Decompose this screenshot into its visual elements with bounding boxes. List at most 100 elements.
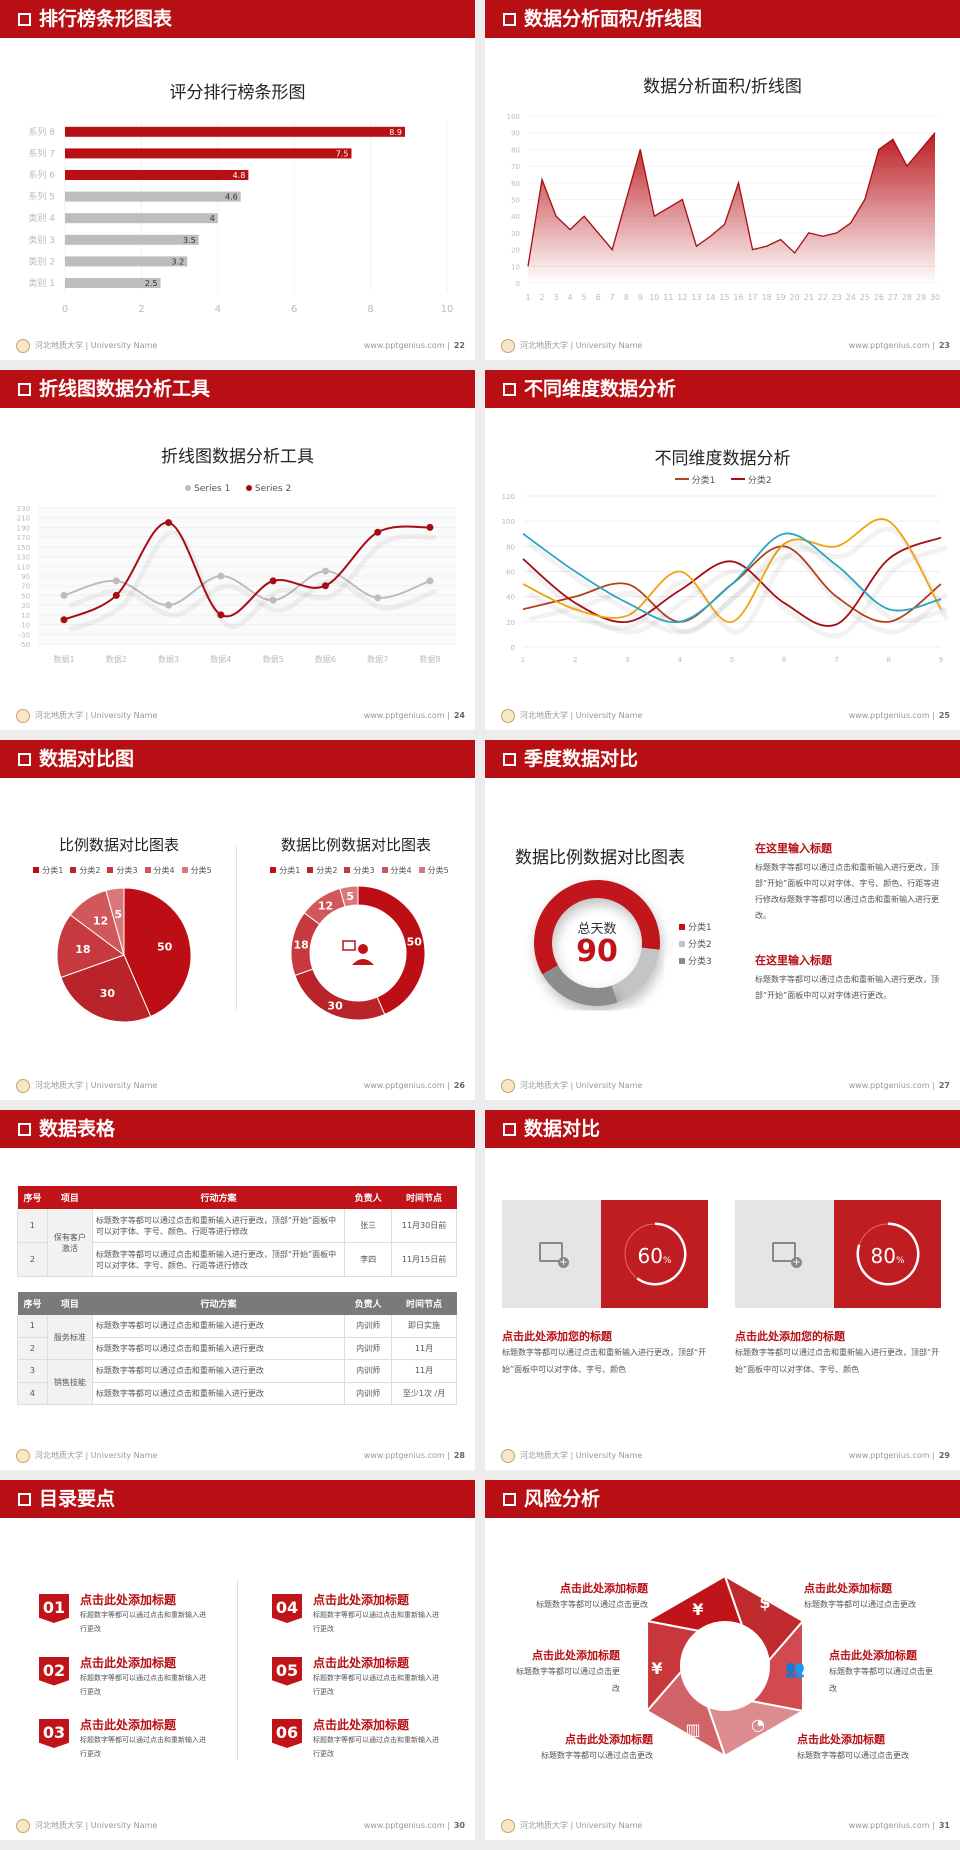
slide-title: 数据表格 (39, 1118, 116, 1140)
y-tick-label: 10 (511, 263, 520, 271)
page-number: 28 (453, 1451, 465, 1460)
x-tick-label: 16 (733, 293, 743, 302)
data-point (269, 596, 277, 604)
data-point (374, 528, 382, 536)
toc-item[interactable]: 点击此处添加标题 标题数字等都可以通过点击和重新输入进行更改 (80, 1591, 210, 1636)
legend-item[interactable]: 分类3 (100, 866, 138, 875)
x-tick-label: 11 (663, 293, 673, 302)
table-row[interactable]: 1 保有客户激活 标题数字等都可以通过点击和重新输入进行更改，顶部“开始”面板中可以… (17, 1208, 457, 1277)
risk-item[interactable]: 点击此处添加标题 标题数字等都可以通过点击更改 (515, 1647, 620, 1697)
checkbox-square-icon (18, 383, 31, 396)
slide-footer: 河北地质大学 | University Name www.pptgenius.co… (501, 338, 950, 354)
legend-item[interactable]: 分类2 (63, 866, 100, 875)
compare-title: 点击此处添加您的标题 (735, 1330, 845, 1343)
legend-item[interactable]: 分类1 (26, 866, 63, 875)
legend-label: 分类1 (688, 923, 712, 933)
column-header: 序号 (23, 1299, 42, 1310)
column-header: 项目 (60, 1193, 79, 1204)
data-point (112, 577, 120, 585)
legend-item[interactable]: Series 2 (239, 484, 291, 494)
x-tick-label: 15 (719, 293, 729, 302)
presenter-icon (342, 940, 356, 951)
series-line (522, 536, 942, 627)
bar (65, 126, 405, 137)
legend-item[interactable]: 分类2 (300, 866, 337, 875)
footer-school: 河北地质大学 | University Name (520, 1081, 643, 1090)
toc-item[interactable]: 点击此处添加标题 标题数字等都可以通过点击和重新输入进行更改 (313, 1591, 443, 1636)
legend-item[interactable]: 分类3 (337, 866, 375, 875)
bar (65, 278, 161, 288)
slice-label: 50 (407, 935, 423, 948)
legend-item[interactable]: 分类2 (724, 476, 772, 486)
chart-title: 评分排行榜条形图 (169, 83, 306, 103)
legend-item[interactable]: Series 1 (178, 484, 230, 494)
x-tick-label: 2 (138, 304, 144, 315)
slide-7[interactable]: 数据表格 河北地质大学 | University Name www.pptgeni… (0, 1110, 475, 1470)
legend-item[interactable]: 分类3 (679, 954, 712, 971)
image-placeholder[interactable]: + (502, 1200, 601, 1308)
legend-item[interactable]: 分类1 (263, 866, 300, 875)
x-tick-label: 4 (568, 293, 573, 302)
slide-header: 折线图数据分析工具 (0, 370, 475, 408)
bar (65, 256, 188, 267)
slide-3[interactable]: 折线图数据分析工具 河北地质大学 | University Name www.pp… (0, 370, 475, 730)
area-line (527, 132, 936, 267)
slide-4[interactable]: 不同维度数据分析 河北地质大学 | University Name www.ppt… (485, 370, 960, 730)
y-tick-label: 230 (17, 505, 30, 513)
risk-item[interactable]: 点击此处添加标题 标题数字等都可以通过点击更改 (829, 1647, 934, 1697)
table-row[interactable]: 2 标题数字等都可以通过点击和重新输入进行更改，顶部“开始”面板中可以对字体、字号… (17, 1242, 457, 1277)
legend-item[interactable]: 分类5 (175, 866, 212, 875)
add-image-icon[interactable]: + (539, 1242, 569, 1268)
page-number: 23 (938, 341, 950, 350)
legend-item[interactable]: 分类2 (679, 937, 712, 954)
table-cell: 11月 (391, 1336, 457, 1360)
table-cell: 2 (17, 1336, 48, 1360)
slide-2[interactable]: 数据分析面积/折线图 河北地质大学 | University Name www.p… (485, 0, 960, 360)
toc-item[interactable]: 点击此处添加标题 标题数字等都可以通过点击和重新输入进行更改 (313, 1716, 443, 1761)
pie-chart-icon: ◔ (751, 1715, 765, 1734)
slice-label: 12 (93, 915, 108, 928)
data-table-t2: 序号 项目 行动方案 负责人 时间节点 1 服务标准 标题数字等都可以通过点击和重新输入进行更… (17, 1291, 457, 1405)
risk-item[interactable]: 点击此处添加标题 标题数字等都可以通过点击更改 (804, 1580, 934, 1613)
slide-6[interactable]: 季度数据对比 河北地质大学 | University Name www.pptge… (485, 740, 960, 1100)
slide-9[interactable]: 目录要点 河北地质大学 | University Name www.pptgeni… (0, 1480, 475, 1840)
toc-item[interactable]: 点击此处添加标题 标题数字等都可以通过点击和重新输入进行更改 (313, 1654, 443, 1699)
slide-10[interactable]: 风险分析 河北地质大学 | University Name www.pptgeni… (485, 1480, 960, 1840)
footer-site: www.pptgenius.com | (848, 341, 935, 350)
data-point (269, 577, 277, 585)
legend-item[interactable]: 分类5 (412, 866, 449, 875)
slice (534, 880, 660, 975)
x-tick-label: 19 (776, 293, 786, 302)
x-tick-label: 27 (888, 293, 898, 302)
text-block: 在这里输入标题 标题数字等都可以通过点击和重新输入进行更改，顶部“开始”面板中可以… (755, 840, 943, 924)
risk-item[interactable]: 点击此处添加标题 标题数字等都可以通过点击更改 (518, 1580, 648, 1613)
image-placeholder[interactable]: + (735, 1200, 834, 1308)
slice (105, 887, 125, 956)
toc-text: 标题数字等都可以通过点击和重新输入进行更改 (313, 1673, 439, 1696)
table-row[interactable]: 1 服务标准 标题数字等都可以通过点击和重新输入进行更改 内训师 即日实施 (17, 1314, 457, 1360)
legend-item[interactable]: 分类1 (668, 476, 715, 486)
toc-item[interactable]: 点击此处添加标题 标题数字等都可以通过点击和重新输入进行更改 (80, 1654, 210, 1699)
slide-8[interactable]: 数据对比 河北地质大学 | University Name www.pptgeni… (485, 1110, 960, 1470)
chart-legend: Series 1 Series 2 (0, 484, 475, 494)
checkbox-square-icon (18, 1493, 31, 1506)
slide-5[interactable]: 数据对比图 河北地质大学 | University Name www.pptgen… (0, 740, 475, 1100)
legend-item[interactable]: 分类4 (375, 866, 412, 875)
toc-item[interactable]: 点击此处添加标题 标题数字等都可以通过点击和重新输入进行更改 (80, 1716, 210, 1761)
table-row[interactable]: 3 销售技能 标题数字等都可以通过点击和重新输入进行更改 内训师 11月 (17, 1359, 457, 1405)
y-tick-label: 70 (21, 583, 30, 591)
y-tick-label: 90 (21, 573, 30, 581)
checkbox-square-icon (503, 1123, 516, 1136)
risk-item[interactable]: 点击此处添加标题 标题数字等都可以通过点击更改 (797, 1731, 927, 1764)
add-image-icon[interactable]: + (772, 1242, 802, 1268)
slice-label: 50 (157, 941, 173, 954)
table-row[interactable]: 4 标题数字等都可以通过点击和重新输入进行更改 内训师 至少1次 /月 (17, 1381, 457, 1405)
progress-ring (624, 1222, 687, 1286)
risk-item[interactable]: 点击此处添加标题 标题数字等都可以通过点击更改 (523, 1731, 653, 1764)
page-number: 31 (938, 1821, 950, 1830)
legend-item[interactable]: 分类4 (138, 866, 175, 875)
legend-item[interactable]: 分类1 (679, 920, 712, 937)
slide-1[interactable]: 排行榜条形图表 河北地质大学 | University Name www.pptg… (0, 0, 475, 360)
legend-label: 分类2 (688, 940, 712, 950)
footer-site: www.pptgenius.com | (848, 1451, 935, 1460)
